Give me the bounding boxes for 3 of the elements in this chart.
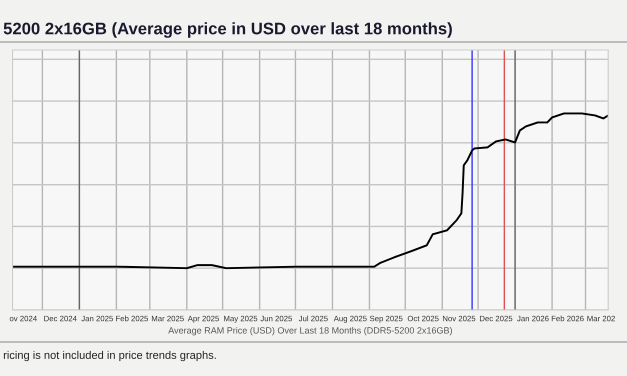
text: ricing is not included in price trends graphs.: [4, 350, 216, 362]
x-axis-title: Average RAM Price (USD) Over Last 18 Months (DDR5-5200 2x16GB): [168, 326, 452, 336]
chart-title: 5200 2x16GB (Average price in USD over last 18 months): [4, 22, 452, 38]
